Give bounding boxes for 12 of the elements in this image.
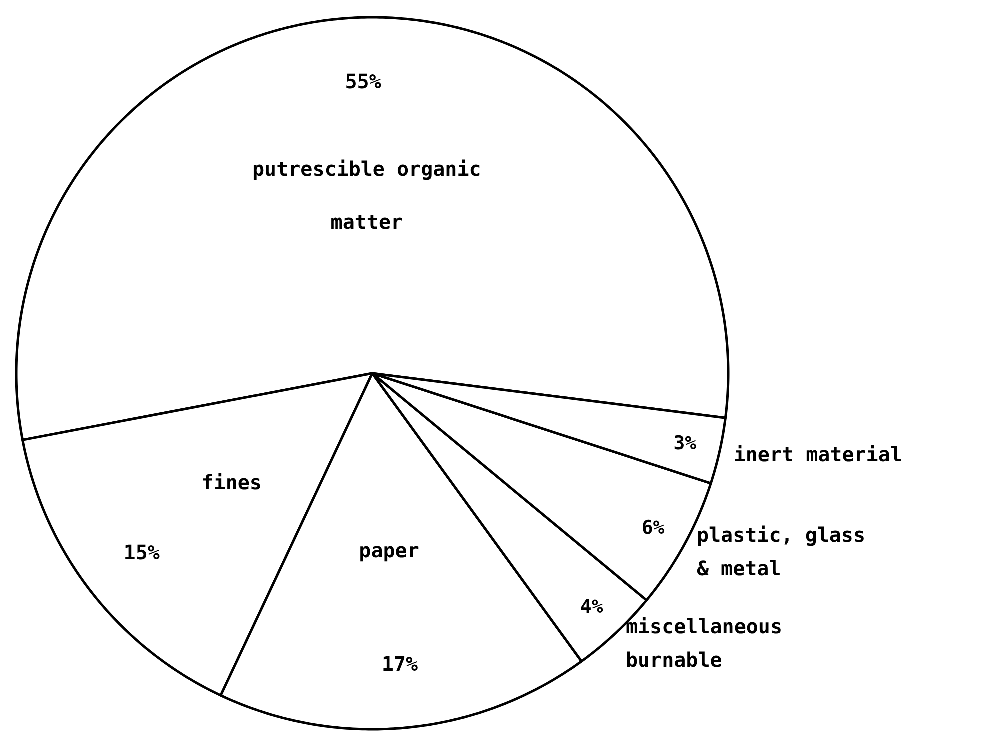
data-label: 15% xyxy=(124,540,160,564)
slice-label: fines xyxy=(202,470,262,495)
data-label: 55% xyxy=(345,70,382,94)
data-label: 17% xyxy=(382,652,418,676)
data-label: 4% xyxy=(580,596,604,618)
slice-label: miscellaneous burnable xyxy=(626,614,782,672)
data-label: 6% xyxy=(642,516,666,539)
slice-label: paper xyxy=(359,538,420,563)
category-label: putrescible organic matter xyxy=(252,157,482,234)
data-label: 3% xyxy=(674,432,698,454)
slice-label: plastic, glass & metal xyxy=(696,523,866,581)
slice-label: inert material xyxy=(734,442,902,466)
